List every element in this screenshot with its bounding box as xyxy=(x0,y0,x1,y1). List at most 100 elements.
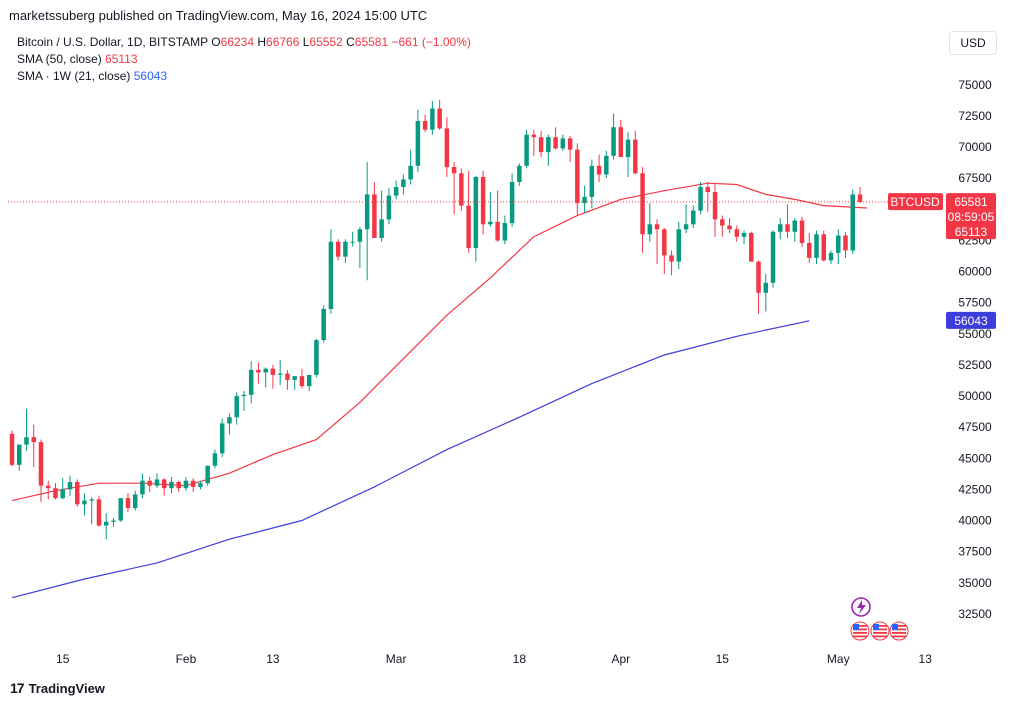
x-tick-label: Mar xyxy=(386,652,407,666)
y-tick-label: 32500 xyxy=(958,607,992,621)
lightning-event-icon xyxy=(851,597,871,617)
candle-body xyxy=(96,499,102,526)
candle-body xyxy=(292,376,297,380)
currency-button[interactable]: USD xyxy=(949,31,997,55)
legend-main-row[interactable]: Bitcoin / U.S. Dollar, 1D, BITSTAMP O662… xyxy=(17,34,471,51)
symbol-tag-text: BTCUSD xyxy=(890,195,940,209)
candle-body xyxy=(589,165,595,197)
us-flag-event-icon xyxy=(889,621,909,641)
change-value: −661 (−1.00%) xyxy=(391,35,471,49)
candle-body xyxy=(285,373,290,380)
y-tick-label: 50000 xyxy=(958,389,992,403)
last-price-tag-text: 65581 xyxy=(954,195,988,209)
candle-body xyxy=(720,219,725,226)
candle-body xyxy=(662,229,667,256)
legend-sma1w-row[interactable]: SMA · 1W (21, close) 56043 xyxy=(17,68,471,85)
candle-body xyxy=(531,134,537,138)
sma1w-value: 56043 xyxy=(133,69,168,83)
candle-body xyxy=(234,396,239,418)
candle-body xyxy=(836,235,841,253)
sma50-value: 65113 xyxy=(105,52,138,66)
symbol-title: Bitcoin / U.S. Dollar, 1D, BITSTAMP xyxy=(17,35,208,49)
candle-body xyxy=(785,224,790,232)
candle-body xyxy=(799,220,805,243)
countdown-tag-text: 08:59:05 xyxy=(948,210,995,224)
candle-body xyxy=(814,234,819,258)
candle-body xyxy=(183,480,189,489)
candle-body xyxy=(517,165,522,182)
legend-sma50-row[interactable]: SMA (50, close) 65113 xyxy=(17,51,471,68)
candle-body xyxy=(575,149,580,204)
candle-body xyxy=(306,374,312,387)
candle-body xyxy=(734,229,740,237)
y-tick-label: 45000 xyxy=(958,451,992,465)
candle-body xyxy=(821,234,827,261)
candle-body xyxy=(277,373,283,375)
candle-body xyxy=(524,134,529,166)
candle-body xyxy=(466,205,471,248)
candle-body xyxy=(654,224,660,230)
candle-body xyxy=(343,241,348,257)
candle-body xyxy=(386,195,392,220)
symbol-tag-bg xyxy=(888,193,943,211)
candle-body xyxy=(256,369,261,373)
flag-canton xyxy=(892,624,898,630)
ohlc-key-l: L xyxy=(302,35,310,49)
candle-body xyxy=(299,376,305,387)
y-tick-label: 57500 xyxy=(958,296,992,310)
candle-body xyxy=(321,308,326,341)
time-axis: 15 Feb 13 Mar 18 Apr 15 May 13 xyxy=(56,652,932,666)
candle-body xyxy=(74,481,80,505)
candle-body xyxy=(24,437,29,445)
candle-body xyxy=(683,224,689,230)
sma50-label: SMA (50, close) xyxy=(17,52,102,66)
candle-body xyxy=(473,177,479,248)
candle-body xyxy=(604,155,609,175)
candle-body xyxy=(698,186,703,211)
candle-body xyxy=(198,483,203,487)
candle-body xyxy=(712,191,718,220)
candle-body xyxy=(111,520,116,522)
last-price-tag-bg xyxy=(946,193,996,240)
x-tick-label: 15 xyxy=(56,652,70,666)
candle-body xyxy=(38,442,44,486)
candle-body xyxy=(103,521,109,526)
flag-stripe xyxy=(853,632,867,634)
y-tick-label: 60000 xyxy=(958,265,992,279)
sma1w-label: SMA · 1W (21, close) xyxy=(17,69,131,83)
candle-body xyxy=(625,139,631,158)
candle-body xyxy=(161,479,167,489)
candle-body xyxy=(415,120,421,166)
candle-body xyxy=(727,225,732,230)
candle-body xyxy=(364,194,370,230)
candle-body xyxy=(219,423,225,454)
candles xyxy=(9,99,863,540)
flag-stripe xyxy=(873,632,887,634)
ohlc-value-c: 65581 xyxy=(354,35,392,49)
candle-body xyxy=(60,489,65,499)
flag-canton xyxy=(853,624,859,630)
candle-body xyxy=(451,167,457,174)
ohlc-value-h: 66766 xyxy=(266,35,303,49)
candle-body xyxy=(770,231,776,283)
candle-body xyxy=(53,488,58,499)
flag-stripe xyxy=(892,635,906,638)
y-tick-label: 67500 xyxy=(958,171,992,185)
candle-body xyxy=(633,139,638,174)
candle-body xyxy=(89,499,94,501)
ohlc-key-o: O xyxy=(211,35,221,49)
footer-brand[interactable]: 17 TradingView xyxy=(10,680,105,696)
candle-body xyxy=(553,137,558,149)
flag-stripe xyxy=(873,635,887,638)
flag-canton xyxy=(873,624,879,630)
x-tick-label: May xyxy=(827,652,850,666)
candle-body xyxy=(227,417,232,424)
y-tick-label: 42500 xyxy=(958,482,992,496)
candle-body xyxy=(495,221,500,241)
flag-stripe xyxy=(853,635,867,638)
sma-1w-path xyxy=(11,320,810,599)
candle-body xyxy=(480,177,486,225)
y-tick-label: 35000 xyxy=(958,576,992,590)
